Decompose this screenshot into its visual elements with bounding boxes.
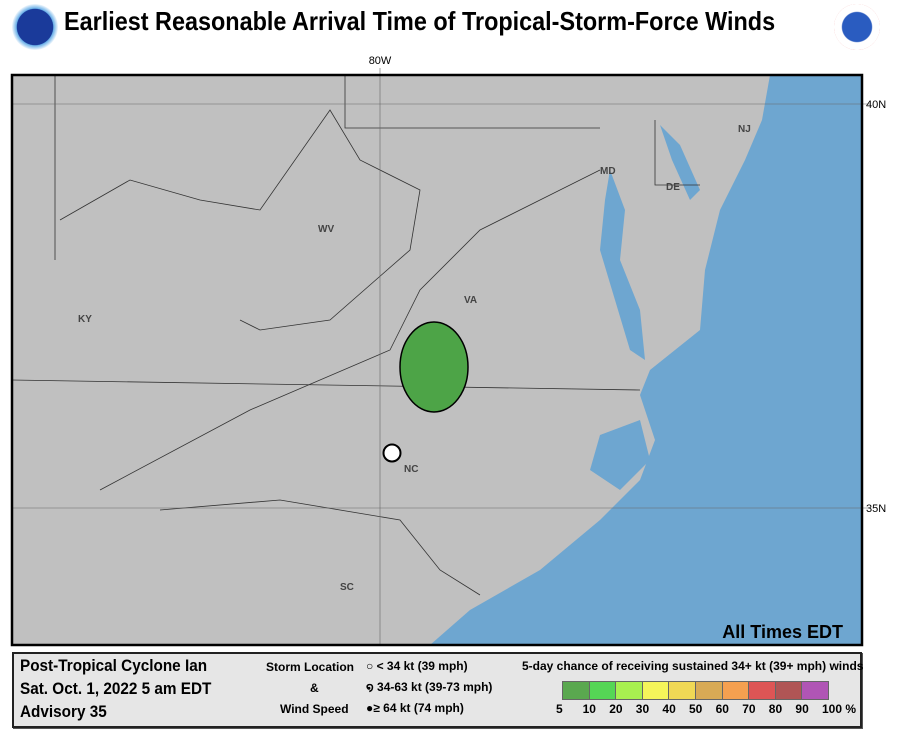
scale-tick: 70: [742, 702, 756, 716]
scale-title: 5-day chance of receiving sustained 34+ …: [522, 659, 864, 673]
wind-probability-area: [399, 321, 469, 413]
pamlico-sound: [590, 420, 650, 490]
hurricane-icon: ●: [366, 701, 374, 715]
legend-label: Wind Speed: [280, 702, 349, 716]
scale-swatch: [588, 681, 617, 700]
circle-icon: ○: [366, 659, 374, 673]
scale-tick: 40: [662, 702, 676, 716]
scale-tick: 50: [689, 702, 703, 716]
scale-swatch: [774, 681, 803, 700]
lat-label: 35N: [866, 503, 886, 515]
scale-swatch: [695, 681, 723, 700]
scale-swatch: [721, 681, 750, 700]
svg-text:NC: NC: [404, 464, 418, 475]
legend: Post-Tropical Cyclone Ian Sat. Oct. 1, 2…: [12, 652, 864, 728]
graticule: [12, 68, 870, 645]
svg-text:DE: DE: [666, 182, 680, 193]
state-labels: NJ MD DE WV VA KY NC SC: [78, 124, 751, 593]
page-title: Earliest Reasonable Arrival Time of Trop…: [64, 6, 776, 36]
ocean: [430, 75, 862, 645]
legend-label: &: [310, 681, 319, 695]
legend-label: < 34 kt (39 mph): [376, 659, 468, 673]
chesapeake-bay: [600, 170, 645, 360]
scale-tick: 30: [635, 702, 650, 716]
advisory-date: Sat. Oct. 1, 2022 5 am EDT: [20, 679, 212, 698]
storm-location-marker[interactable]: [382, 443, 402, 463]
svg-text:KY: KY: [78, 314, 92, 325]
lat-label: 40N: [866, 99, 886, 111]
scale-tick: 10: [582, 702, 596, 716]
scale-swatch: [641, 681, 670, 700]
delaware-bay: [660, 125, 700, 200]
tropical-storm-icon: ໑: [366, 680, 374, 694]
scale-tick: 90: [795, 702, 809, 716]
scale-tick: 100 %: [822, 702, 857, 716]
scale-tick: 60: [715, 702, 729, 716]
storm-name: Post-Tropical Cyclone Ian: [20, 656, 208, 675]
scale-tick: 80: [768, 702, 783, 716]
scale-swatch: [615, 681, 644, 700]
legend-label: Storm Location: [266, 660, 355, 674]
legend-label: ≥ 64 kt (74 mph): [373, 701, 464, 715]
svg-text:WV: WV: [318, 224, 334, 235]
advisory-number: Advisory 35: [20, 702, 107, 721]
scale-swatch: [801, 681, 830, 700]
lon-label: 80W: [369, 55, 392, 67]
svg-text:VA: VA: [464, 295, 477, 306]
scale-tick: 20: [609, 702, 623, 716]
svg-text:MD: MD: [600, 166, 616, 177]
svg-text:NJ: NJ: [738, 124, 751, 135]
noaa-logo: [12, 4, 58, 50]
nws-logo: [834, 4, 880, 50]
scale-swatch: [668, 681, 697, 700]
state-borders: [11, 75, 700, 596]
times-note: All Times EDT: [722, 622, 843, 642]
legend-label: 34-63 kt (39-73 mph): [377, 680, 493, 694]
scale-swatch: [748, 681, 777, 700]
scale-tick: 5: [556, 702, 563, 716]
svg-text:SC: SC: [340, 582, 354, 593]
map-frame: [10, 73, 864, 647]
map: 80W 40N 35N NJ MD DE WV VA KY NC SC All Time…: [10, 55, 886, 647]
scale-swatch: [562, 681, 590, 700]
